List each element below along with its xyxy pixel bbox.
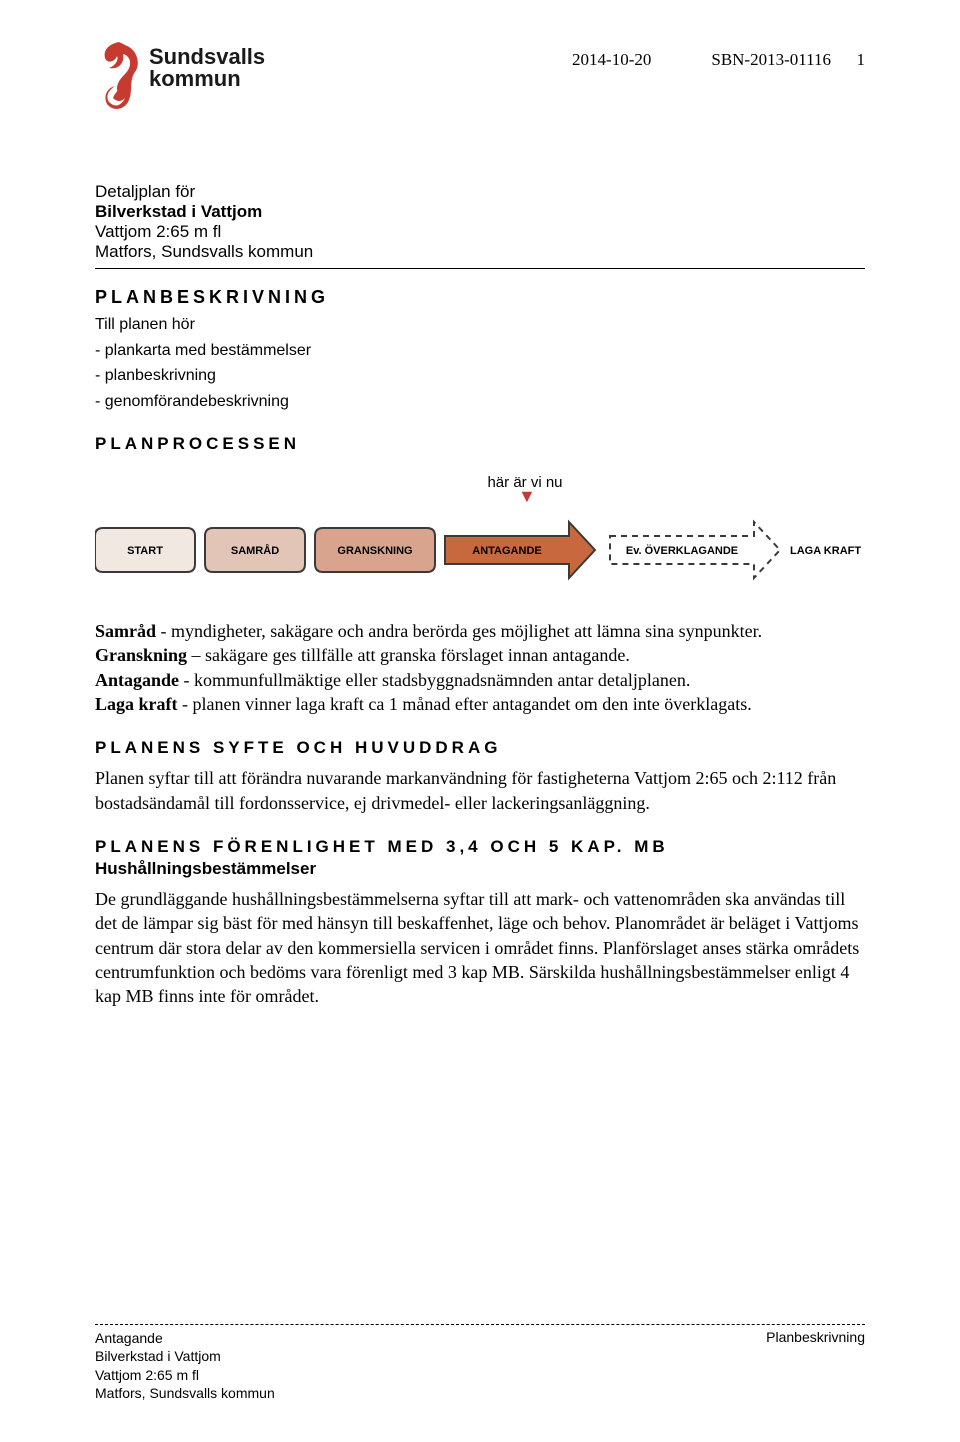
- title-line2: Bilverkstad i Vattjom: [95, 202, 865, 222]
- planprocessen-heading: PLANPROCESSEN: [95, 434, 865, 454]
- footer: Antagande Bilverkstad i Vattjom Vattjom …: [95, 1324, 865, 1402]
- footer-divider: [95, 1324, 865, 1325]
- def-term-0: Samråd: [95, 621, 156, 641]
- forenlighet-sub: Hushållningsbestämmelser: [95, 859, 865, 879]
- till-intro: Till planen hör: [95, 314, 865, 336]
- svg-text:LAGA KRAFT: LAGA KRAFT: [790, 545, 861, 557]
- definitions-block: Samråd - myndigheter, sakägare och andra…: [95, 619, 865, 716]
- def-text-3: - planen vinner laga kraft ca 1 månad ef…: [178, 694, 752, 714]
- def-term-1: Granskning: [95, 645, 187, 665]
- syfte-heading: PLANENS SYFTE OCH HUVUDDRAG: [95, 738, 865, 758]
- page-number: 1: [857, 50, 866, 69]
- def-term-2: Antagande: [95, 670, 179, 690]
- till-item-1: - planbeskrivning: [95, 365, 865, 387]
- footer-left-3: Matfors, Sundsvalls kommun: [95, 1384, 275, 1402]
- header-row: Sundsvalls kommun 2014-10-20 SBN-2013-01…: [95, 40, 865, 112]
- svg-text:ANTAGANDE: ANTAGANDE: [472, 545, 541, 557]
- planbeskrivning-body: Till planen hör - plankarta med bestämme…: [95, 314, 865, 412]
- header-meta: 2014-10-20 SBN-2013-01116 1: [572, 50, 865, 70]
- doc-ref: SBN-2013-01116: [711, 50, 831, 69]
- def-text-0: - myndigheter, sakägare och andra berörd…: [156, 621, 762, 641]
- footer-left-2: Vattjom 2:65 m fl: [95, 1366, 275, 1384]
- svg-text:Ev. ÖVERKLAGANDE: Ev. ÖVERKLAGANDE: [626, 544, 738, 557]
- footer-left: Antagande Bilverkstad i Vattjom Vattjom …: [95, 1329, 275, 1402]
- forenlighet-text: De grundläggande hushållningsbestämmelse…: [95, 887, 865, 1008]
- syfte-text: Planen syftar till att förändra nuvarand…: [95, 766, 865, 815]
- forenlighet-heading: PLANENS FÖRENLIGHET MED 3,4 OCH 5 KAP. M…: [95, 837, 865, 857]
- dragon-logo-icon: [95, 40, 143, 112]
- def-term-3: Laga kraft: [95, 694, 178, 714]
- doc-date: 2014-10-20: [572, 50, 651, 70]
- title-block: Detaljplan för Bilverkstad i Vattjom Vat…: [95, 182, 865, 262]
- here-arrow-icon: ▼: [518, 491, 865, 502]
- till-item-0: - plankarta med bestämmelser: [95, 340, 865, 362]
- def-text-2: - kommunfullmäktige eller stadsbyggnadsn…: [179, 670, 690, 690]
- footer-right: Planbeskrivning: [766, 1329, 865, 1345]
- till-item-2: - genomförandebeskrivning: [95, 391, 865, 413]
- title-divider: [95, 268, 865, 269]
- def-text-1: – sakägare ges tillfälle att granska för…: [187, 645, 630, 665]
- footer-left-0: Antagande: [95, 1329, 275, 1347]
- title-line3: Vattjom 2:65 m fl: [95, 222, 865, 242]
- planbeskrivning-heading: PLANBESKRIVNING: [95, 287, 865, 308]
- svg-text:SAMRÅD: SAMRÅD: [231, 544, 279, 557]
- title-line1: Detaljplan för: [95, 182, 865, 202]
- document-page: Sundsvalls kommun 2014-10-20 SBN-2013-01…: [0, 0, 960, 1442]
- process-diagram: START SAMRÅD GRANSKNING ANTAGANDE Ev. ÖVERKL…: [95, 506, 865, 601]
- logo-block: Sundsvalls kommun: [95, 40, 265, 112]
- process-flowchart: START SAMRÅD GRANSKNING ANTAGANDE Ev. ÖVERKL…: [95, 506, 865, 596]
- title-line4: Matfors, Sundsvalls kommun: [95, 242, 865, 262]
- svg-text:GRANSKNING: GRANSKNING: [337, 545, 412, 557]
- svg-text:START: START: [127, 545, 163, 557]
- logo-line2: kommun: [149, 66, 265, 92]
- footer-left-1: Bilverkstad i Vattjom: [95, 1347, 275, 1365]
